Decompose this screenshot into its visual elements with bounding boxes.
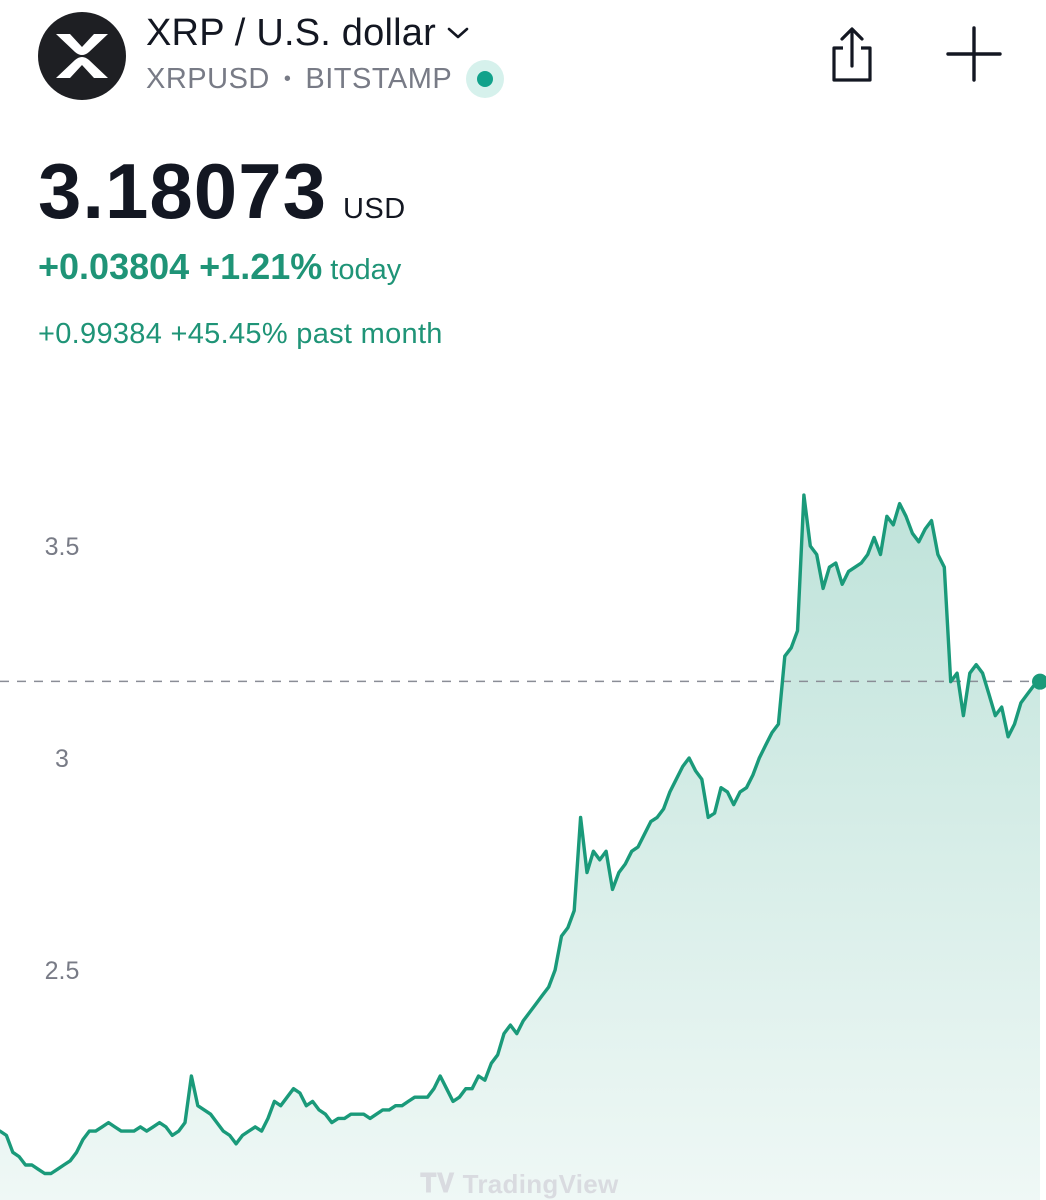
last-price: 3.18073	[38, 147, 327, 235]
price-chart[interactable]: 3.5 3 2.5	[0, 380, 1046, 1200]
y-tick-label: 2.5	[45, 957, 80, 985]
add-to-watchlist-button[interactable]	[944, 24, 1004, 84]
tradingview-watermark: 𝐓𝐕 TradingView	[420, 1168, 619, 1200]
live-dot-icon	[477, 71, 494, 87]
current-price-point	[1032, 673, 1046, 690]
plus-icon	[946, 26, 1002, 82]
symbol-title: XRP / U.S. dollar	[146, 12, 436, 54]
change-today-value: +0.03804 +1.21%	[38, 246, 323, 287]
y-tick-label: 3	[55, 745, 69, 773]
price-area-fill	[0, 495, 1040, 1200]
ticker-symbol: XRPUSD	[146, 62, 270, 95]
market-status-badge	[466, 60, 505, 98]
xrp-logo-icon	[38, 12, 126, 100]
exchange-name: BITSTAMP	[305, 62, 453, 95]
share-icon	[832, 27, 872, 82]
symbol-title-button[interactable]: XRP / U.S. dollar	[146, 12, 470, 55]
symbol-subtitle: XRPUSD • BITSTAMP	[146, 60, 505, 98]
chevron-down-icon	[446, 25, 470, 46]
change-today: +0.03804 +1.21% today	[38, 246, 401, 288]
watermark-text: TradingView	[462, 1168, 619, 1199]
price-currency: USD	[342, 193, 406, 225]
price-block: 3.18073 USD	[38, 146, 406, 237]
change-today-label: today	[330, 254, 402, 286]
separator-dot: •	[283, 67, 292, 90]
tradingview-logo-icon: 𝐓𝐕	[420, 1168, 455, 1198]
change-past-month: +0.99384 +45.45% past month	[38, 318, 443, 350]
y-tick-label: 3.5	[45, 533, 80, 561]
price-series-line	[0, 493, 1042, 1176]
share-button[interactable]	[826, 26, 878, 86]
